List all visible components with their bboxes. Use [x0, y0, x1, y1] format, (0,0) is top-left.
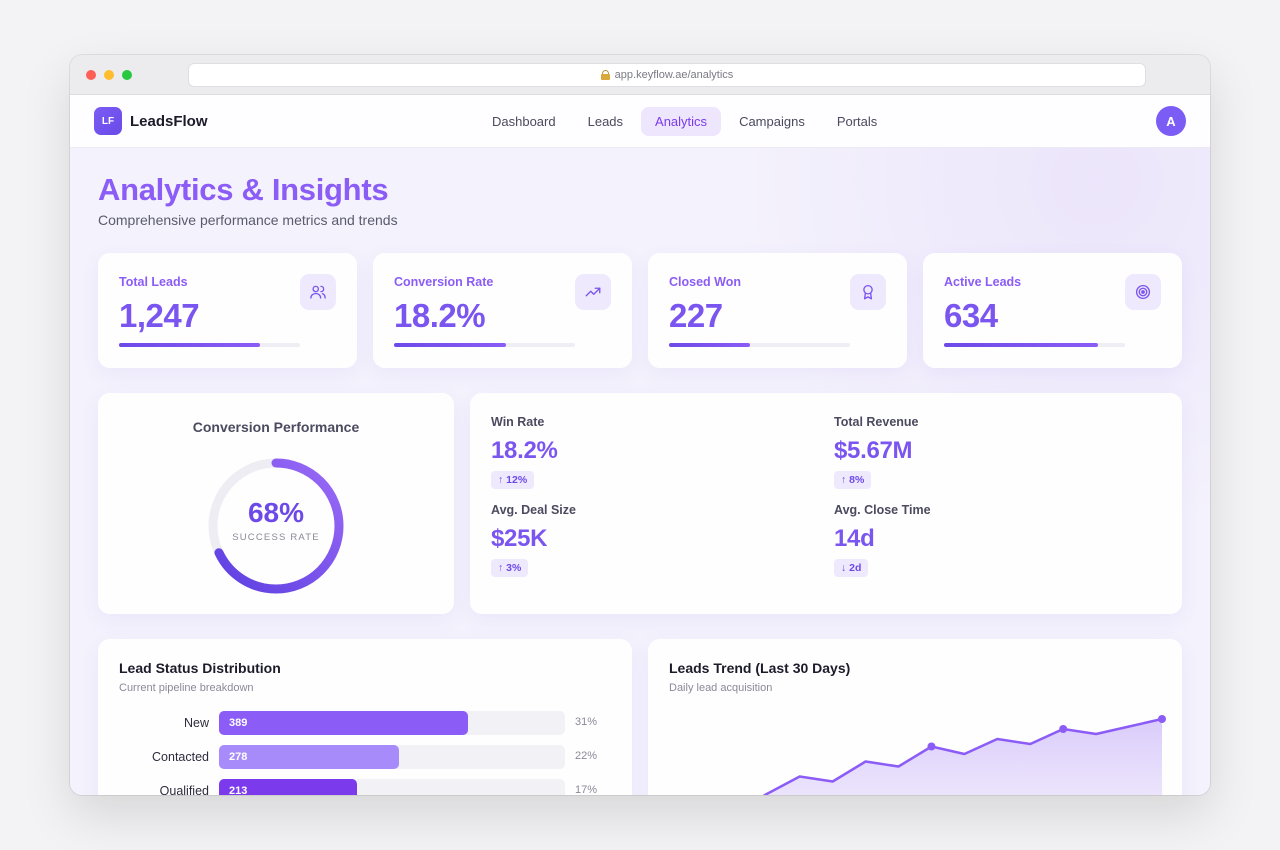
app-name: LeadsFlow — [130, 112, 208, 130]
stat-total-revenue: Total Revenue $5.67M ↑ 8% — [834, 415, 919, 489]
main-content: Analytics & Insights Comprehensive perfo… — [70, 148, 1210, 795]
url-text: app.keyflow.ae/analytics — [614, 69, 734, 81]
distribution-row-contacted[interactable]: Contacted 278 22% — [119, 745, 619, 769]
stat-label: Avg. Close Time — [834, 503, 931, 517]
kpi-progress-track — [394, 343, 575, 347]
status-name: Qualified — [159, 784, 209, 795]
status-bar-track: 213 — [219, 779, 565, 795]
nav-leads[interactable]: Leads — [587, 114, 624, 129]
kpi-label: Active Leads — [944, 275, 1022, 289]
kpi-value: 227 — [669, 297, 723, 334]
kpi-value: 1,247 — [119, 297, 200, 334]
kpi-card-closed-won: Closed Won 227 — [648, 253, 907, 368]
key-metrics-card: Win Rate 18.2% ↑ 12% Total Revenue $5.67… — [470, 393, 1182, 614]
stat-value: $25K — [491, 525, 548, 552]
conversion-performance-card: Conversion Performance 68% SUCCESS RATE — [98, 393, 454, 614]
stat-change-badge: ↑ 12% — [491, 471, 535, 489]
trend-chart — [762, 715, 1166, 795]
nav-dashboard[interactable]: Dashboard — [492, 114, 556, 129]
trending-up-icon — [575, 274, 611, 310]
kpi-progress-track — [669, 343, 850, 347]
stat-change-badge: ↑ 3% — [491, 559, 529, 577]
status-bar: 278 — [219, 745, 399, 769]
close-window-button[interactable] — [86, 70, 96, 80]
nav-campaigns[interactable]: Campaigns — [739, 114, 805, 129]
distribution-row-new[interactable]: New 389 31% — [119, 711, 619, 735]
top-navigation: LF LeadsFlow Dashboard Leads Analytics C… — [70, 95, 1210, 148]
kpi-card-total-leads: Total Leads 1,247 — [98, 253, 357, 368]
nav-portals[interactable]: Portals — [836, 114, 878, 129]
kpi-value: 18.2% — [394, 297, 486, 334]
status-bar: 389 — [219, 711, 469, 735]
page-title: Analytics & Insights — [98, 172, 389, 207]
page-subtitle: Comprehensive performance metrics and tr… — [98, 212, 398, 228]
donut-percent: 68% — [247, 497, 305, 528]
trend-title: Leads Trend (Last 30 Days) — [669, 660, 851, 676]
distribution-row-qualified[interactable]: Qualified 213 17% — [119, 779, 619, 795]
stat-avg-close-time: Avg. Close Time 14d ↓ 2d — [834, 503, 931, 577]
kpi-value: 634 — [944, 297, 998, 334]
status-percent: 31% — [575, 716, 598, 728]
kpi-label: Conversion Rate — [394, 275, 494, 289]
nav-analytics[interactable]: Analytics — [641, 107, 722, 136]
kpi-progress-fill — [944, 343, 1098, 347]
trend-point[interactable] — [1059, 725, 1068, 733]
kpi-progress-track — [944, 343, 1125, 347]
nav-links: Dashboard Leads Analytics Campaigns Port… — [478, 107, 891, 136]
award-icon — [850, 274, 886, 310]
browser-chrome: app.keyflow.ae/analytics — [70, 55, 1210, 95]
kpi-progress-fill — [669, 343, 751, 347]
kpi-progress-fill — [119, 343, 261, 347]
stat-win-rate: Win Rate 18.2% ↑ 12% — [491, 415, 558, 489]
logo: LF — [94, 107, 122, 135]
target-icon — [1125, 274, 1161, 310]
brand[interactable]: LF LeadsFlow — [94, 107, 208, 135]
donut-chart — [208, 458, 344, 594]
status-bar-track: 278 — [219, 745, 565, 769]
leads-trend-card: Leads Trend (Last 30 Days) Daily lead ac… — [648, 639, 1182, 795]
status-percent: 22% — [575, 750, 598, 762]
minimize-window-button[interactable] — [104, 70, 114, 80]
stat-label: Avg. Deal Size — [491, 503, 576, 517]
stat-value: 18.2% — [491, 437, 558, 464]
lead-status-distribution-card: Lead Status Distribution Current pipelin… — [98, 639, 632, 795]
trend-point[interactable] — [927, 742, 936, 751]
stat-value: 14d — [834, 525, 875, 552]
address-bar[interactable]: app.keyflow.ae/analytics — [188, 63, 1146, 87]
trend-subtitle: Daily lead acquisition — [669, 682, 773, 694]
distribution-title: Lead Status Distribution — [119, 660, 281, 676]
status-name: Contacted — [152, 750, 209, 764]
status-name: New — [183, 716, 209, 730]
donut-label: SUCCESS RATE — [232, 532, 320, 543]
stat-avg-deal-size: Avg. Deal Size $25K ↑ 3% — [491, 503, 576, 577]
stat-value: $5.67M — [834, 437, 913, 464]
trend-line — [762, 717, 1163, 795]
kpi-card-conversion-rate: Conversion Rate 18.2% — [373, 253, 632, 368]
kpi-label: Total Leads — [119, 275, 188, 289]
maximize-window-button[interactable] — [122, 70, 132, 80]
users-icon — [300, 274, 336, 310]
status-bar-track: 389 — [219, 711, 565, 735]
distribution-subtitle: Current pipeline breakdown — [119, 682, 254, 694]
user-avatar[interactable]: A — [1156, 106, 1186, 136]
conversion-title: Conversion Performance — [192, 419, 360, 435]
stat-change-badge: ↑ 8% — [834, 471, 872, 489]
donut-arc — [208, 458, 344, 594]
kpi-progress-track — [119, 343, 300, 347]
lock-icon — [600, 70, 610, 80]
kpi-label: Closed Won — [669, 275, 741, 289]
status-percent: 17% — [575, 784, 598, 795]
stat-change-badge: ↓ 2d — [834, 559, 869, 577]
stat-label: Total Revenue — [834, 415, 919, 429]
trend-area — [765, 719, 1162, 795]
stat-label: Win Rate — [491, 415, 545, 429]
trend-point[interactable] — [1158, 715, 1166, 723]
kpi-progress-fill — [394, 343, 507, 347]
status-bar: 213 — [219, 779, 358, 795]
browser-window: app.keyflow.ae/analytics LF LeadsFlow Da… — [70, 55, 1210, 795]
kpi-card-active-leads: Active Leads 634 — [923, 253, 1182, 368]
